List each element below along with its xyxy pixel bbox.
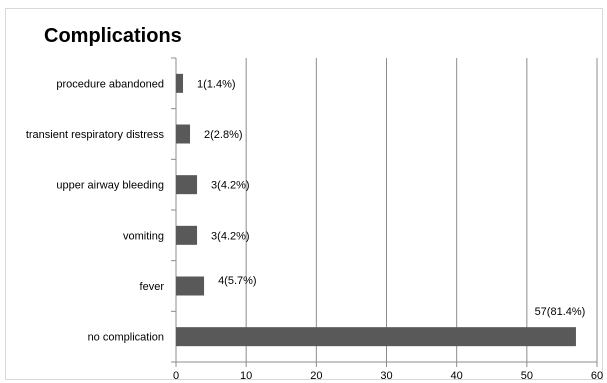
data-label: 3(4.2%) <box>211 180 250 192</box>
category-label: vomiting <box>123 230 164 242</box>
category-label: upper airway bleeding <box>56 180 164 192</box>
x-tick-label: 50 <box>521 370 533 382</box>
x-tick-label: 20 <box>310 370 322 382</box>
data-label: 3(4.2%) <box>211 230 250 242</box>
chart-frame <box>5 8 603 380</box>
data-label: 1(1.4%) <box>197 78 236 90</box>
data-label: 2(2.8%) <box>204 129 243 141</box>
category-label: no complication <box>88 332 164 344</box>
data-label: 57(81.4%) <box>535 306 586 318</box>
data-label: 4(5.7%) <box>218 275 257 287</box>
bar <box>176 175 198 195</box>
bar <box>176 73 184 93</box>
bar <box>176 276 205 296</box>
category-label: procedure abandoned <box>56 78 164 90</box>
x-tick-label: 10 <box>240 370 252 382</box>
category-label: fever <box>140 281 165 293</box>
x-tick-label: 60 <box>591 370 603 382</box>
category-label: transient respiratory distress <box>26 129 165 141</box>
bar <box>176 225 198 245</box>
bar <box>176 124 191 144</box>
bar <box>176 327 576 347</box>
x-tick-label: 40 <box>451 370 463 382</box>
x-tick-label: 30 <box>380 370 392 382</box>
x-tick-label: 0 <box>173 370 179 382</box>
chart-title: Complications <box>44 25 182 47</box>
